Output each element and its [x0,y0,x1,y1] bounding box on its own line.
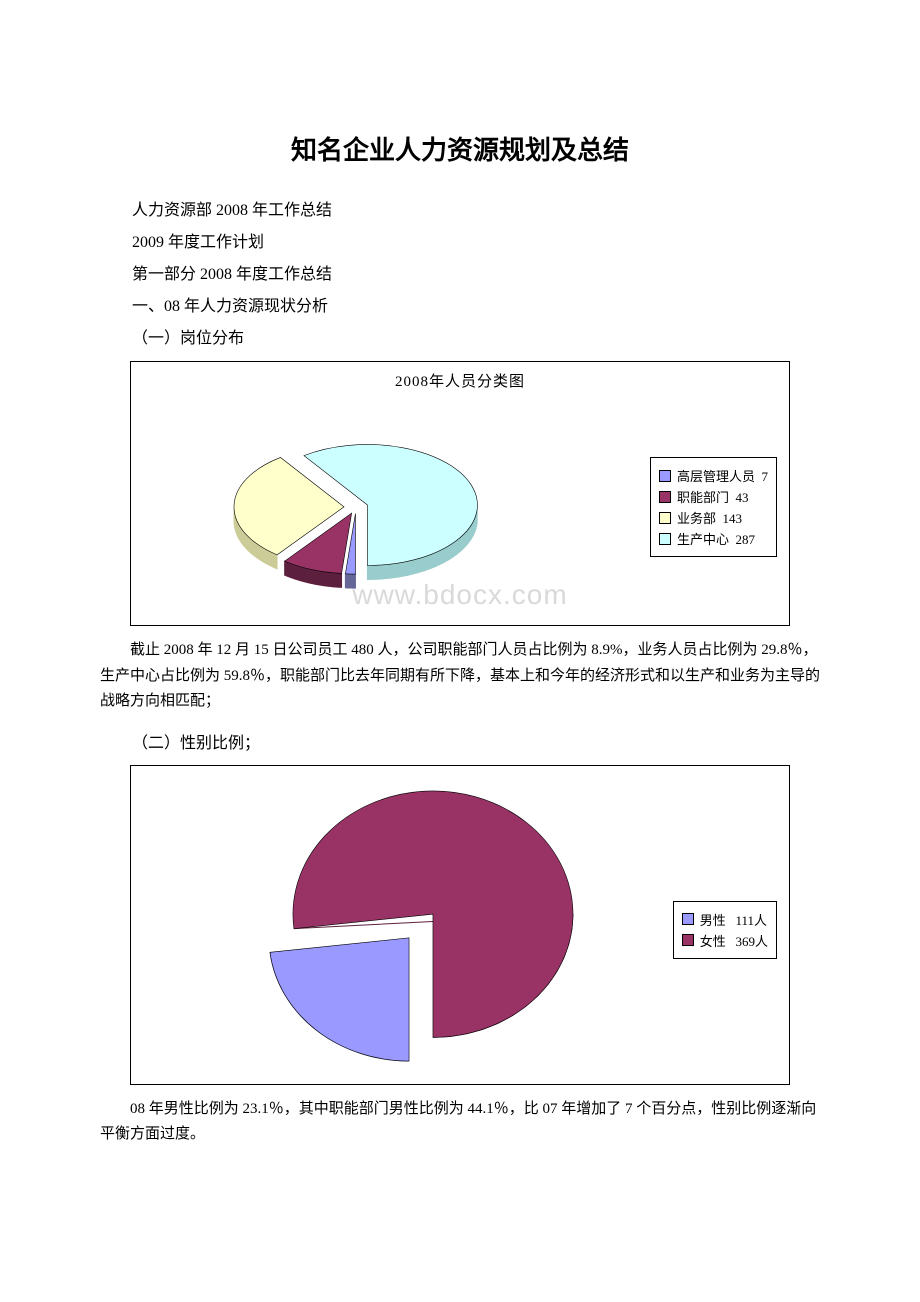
chart-1-title: 2008年人员分类图 [131,362,789,391]
legend-swatch [682,913,694,925]
legend-label: 高层管理人员 7 [677,466,768,485]
legend-item: 职能部门 43 [659,487,768,506]
legend-item: 生产中心 287 [659,529,768,548]
section-2-gender: （二）性别比例； [132,729,820,753]
page-title: 知名企业人力资源规划及总结 [100,130,820,167]
legend-swatch [682,934,694,946]
chart-2-gender-pie: 男性 111人女性 369人 [130,765,790,1085]
legend-swatch [659,470,671,482]
chart-1-personnel-pie: 2008年人员分类图 高层管理人员 7 职能部门 43 业务部 143 生产中心 28… [130,361,790,626]
paragraph-1: 截止 2008 年 12 月 15 日公司员工 480 人，公司职能部门人员占比… [100,638,820,715]
legend-item: 女性 369人 [682,931,768,950]
legend-label: 业务部 143 [677,508,742,527]
legend-swatch [659,491,671,503]
legend-swatch [659,533,671,545]
legend-swatch [659,512,671,524]
chart-1-legend: 高层管理人员 7 职能部门 43 业务部 143 生产中心 287 [650,457,777,557]
legend-item: 业务部 143 [659,508,768,527]
paragraph-2: 08 年男性比例为 23.1％，其中职能部门男性比例为 44.1％，比 07 年… [100,1097,820,1148]
chart-2-svg [171,786,601,1066]
legend-label: 男性 111人 [700,910,767,929]
legend-label: 生产中心 287 [677,529,755,548]
body-line-4: 一、08 年人力资源现状分析 [132,291,820,323]
body-line-1: 人力资源部 2008 年工作总结 [132,195,820,227]
body-line-3: 第一部分 2008 年度工作总结 [132,259,820,291]
body-line-5: （一）岗位分布 [132,323,820,355]
body-line-2: 2009 年度工作计划 [132,227,820,259]
legend-item: 男性 111人 [682,910,768,929]
chart-1-svg [201,402,521,612]
chart-2-legend: 男性 111人女性 369人 [673,901,777,959]
legend-item: 高层管理人员 7 [659,466,768,485]
legend-label: 职能部门 43 [677,487,749,506]
legend-label: 女性 369人 [700,931,768,950]
